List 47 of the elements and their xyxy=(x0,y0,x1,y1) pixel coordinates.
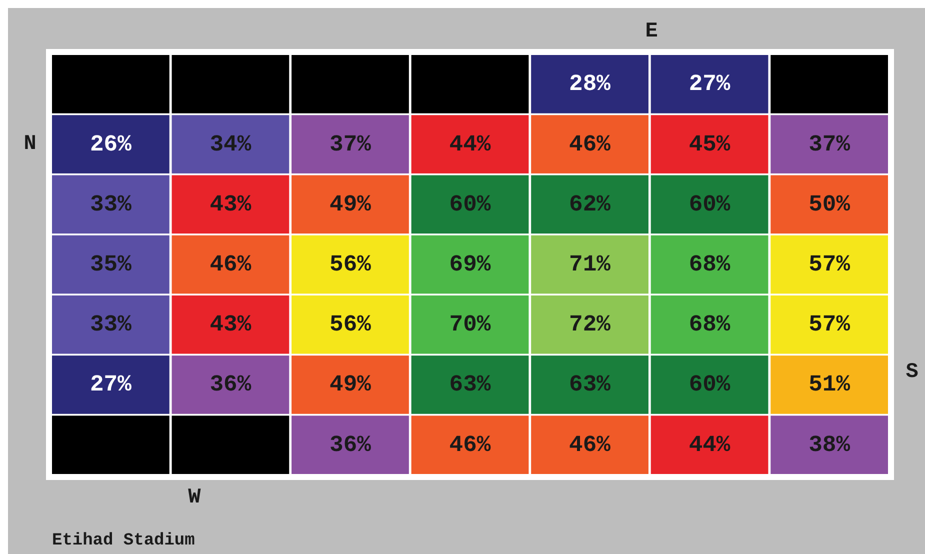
data-label: 44% xyxy=(688,432,730,458)
data-label: 50% xyxy=(808,191,850,218)
text: S xyxy=(906,361,918,384)
data-label: 43% xyxy=(210,312,252,338)
data-label: 45% xyxy=(688,131,730,158)
data-label: 57% xyxy=(808,312,850,338)
data-label: 51% xyxy=(808,372,850,398)
data-label: 68% xyxy=(688,312,730,338)
data-label: 46% xyxy=(569,432,611,458)
data-label: 60% xyxy=(449,191,491,218)
data-label: 35% xyxy=(90,252,132,278)
data-label: 38% xyxy=(808,432,850,458)
data-label: 49% xyxy=(330,191,372,218)
data-label: 34% xyxy=(210,131,252,158)
data-label: 63% xyxy=(569,372,611,398)
data-label: 60% xyxy=(688,191,730,218)
data-label: 36% xyxy=(330,432,372,458)
data-label: 68% xyxy=(688,252,730,278)
data-label: 57% xyxy=(808,252,850,278)
data-label: 70% xyxy=(449,312,491,338)
data-label: 72% xyxy=(569,312,611,338)
data-label: 71% xyxy=(569,252,611,278)
data-label: 69% xyxy=(449,252,491,278)
data-label: 26% xyxy=(90,131,132,158)
data-label: 60% xyxy=(688,372,730,398)
data-label: 49% xyxy=(330,372,372,398)
data-label: 28% xyxy=(569,71,611,98)
text: Etihad Stadium xyxy=(52,532,195,550)
data-label: 63% xyxy=(449,372,491,398)
data-label: 44% xyxy=(449,131,491,158)
data-label: 43% xyxy=(210,191,252,218)
data-label: 56% xyxy=(330,252,372,278)
data-label: 27% xyxy=(90,372,132,398)
data-label: 56% xyxy=(330,312,372,338)
data-label: 46% xyxy=(210,252,252,278)
text: E xyxy=(645,20,658,44)
data-label: 36% xyxy=(210,372,252,398)
text: W xyxy=(188,486,202,510)
data-label: 33% xyxy=(90,191,132,218)
data-label: 37% xyxy=(330,131,372,158)
data-label: 37% xyxy=(808,131,850,158)
data-label: 33% xyxy=(90,312,132,338)
text: N xyxy=(24,132,36,156)
data-label: 27% xyxy=(688,71,730,98)
data-label: 62% xyxy=(569,191,611,218)
data-label: 46% xyxy=(569,131,611,158)
data-label: 46% xyxy=(449,432,491,458)
